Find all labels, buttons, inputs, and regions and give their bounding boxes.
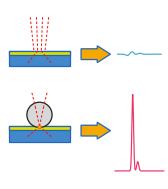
FancyBboxPatch shape xyxy=(9,51,70,54)
Polygon shape xyxy=(81,46,111,63)
FancyBboxPatch shape xyxy=(9,126,70,142)
Polygon shape xyxy=(81,122,111,139)
FancyBboxPatch shape xyxy=(9,126,70,130)
Circle shape xyxy=(38,125,41,129)
Circle shape xyxy=(27,102,52,127)
FancyBboxPatch shape xyxy=(9,51,70,66)
